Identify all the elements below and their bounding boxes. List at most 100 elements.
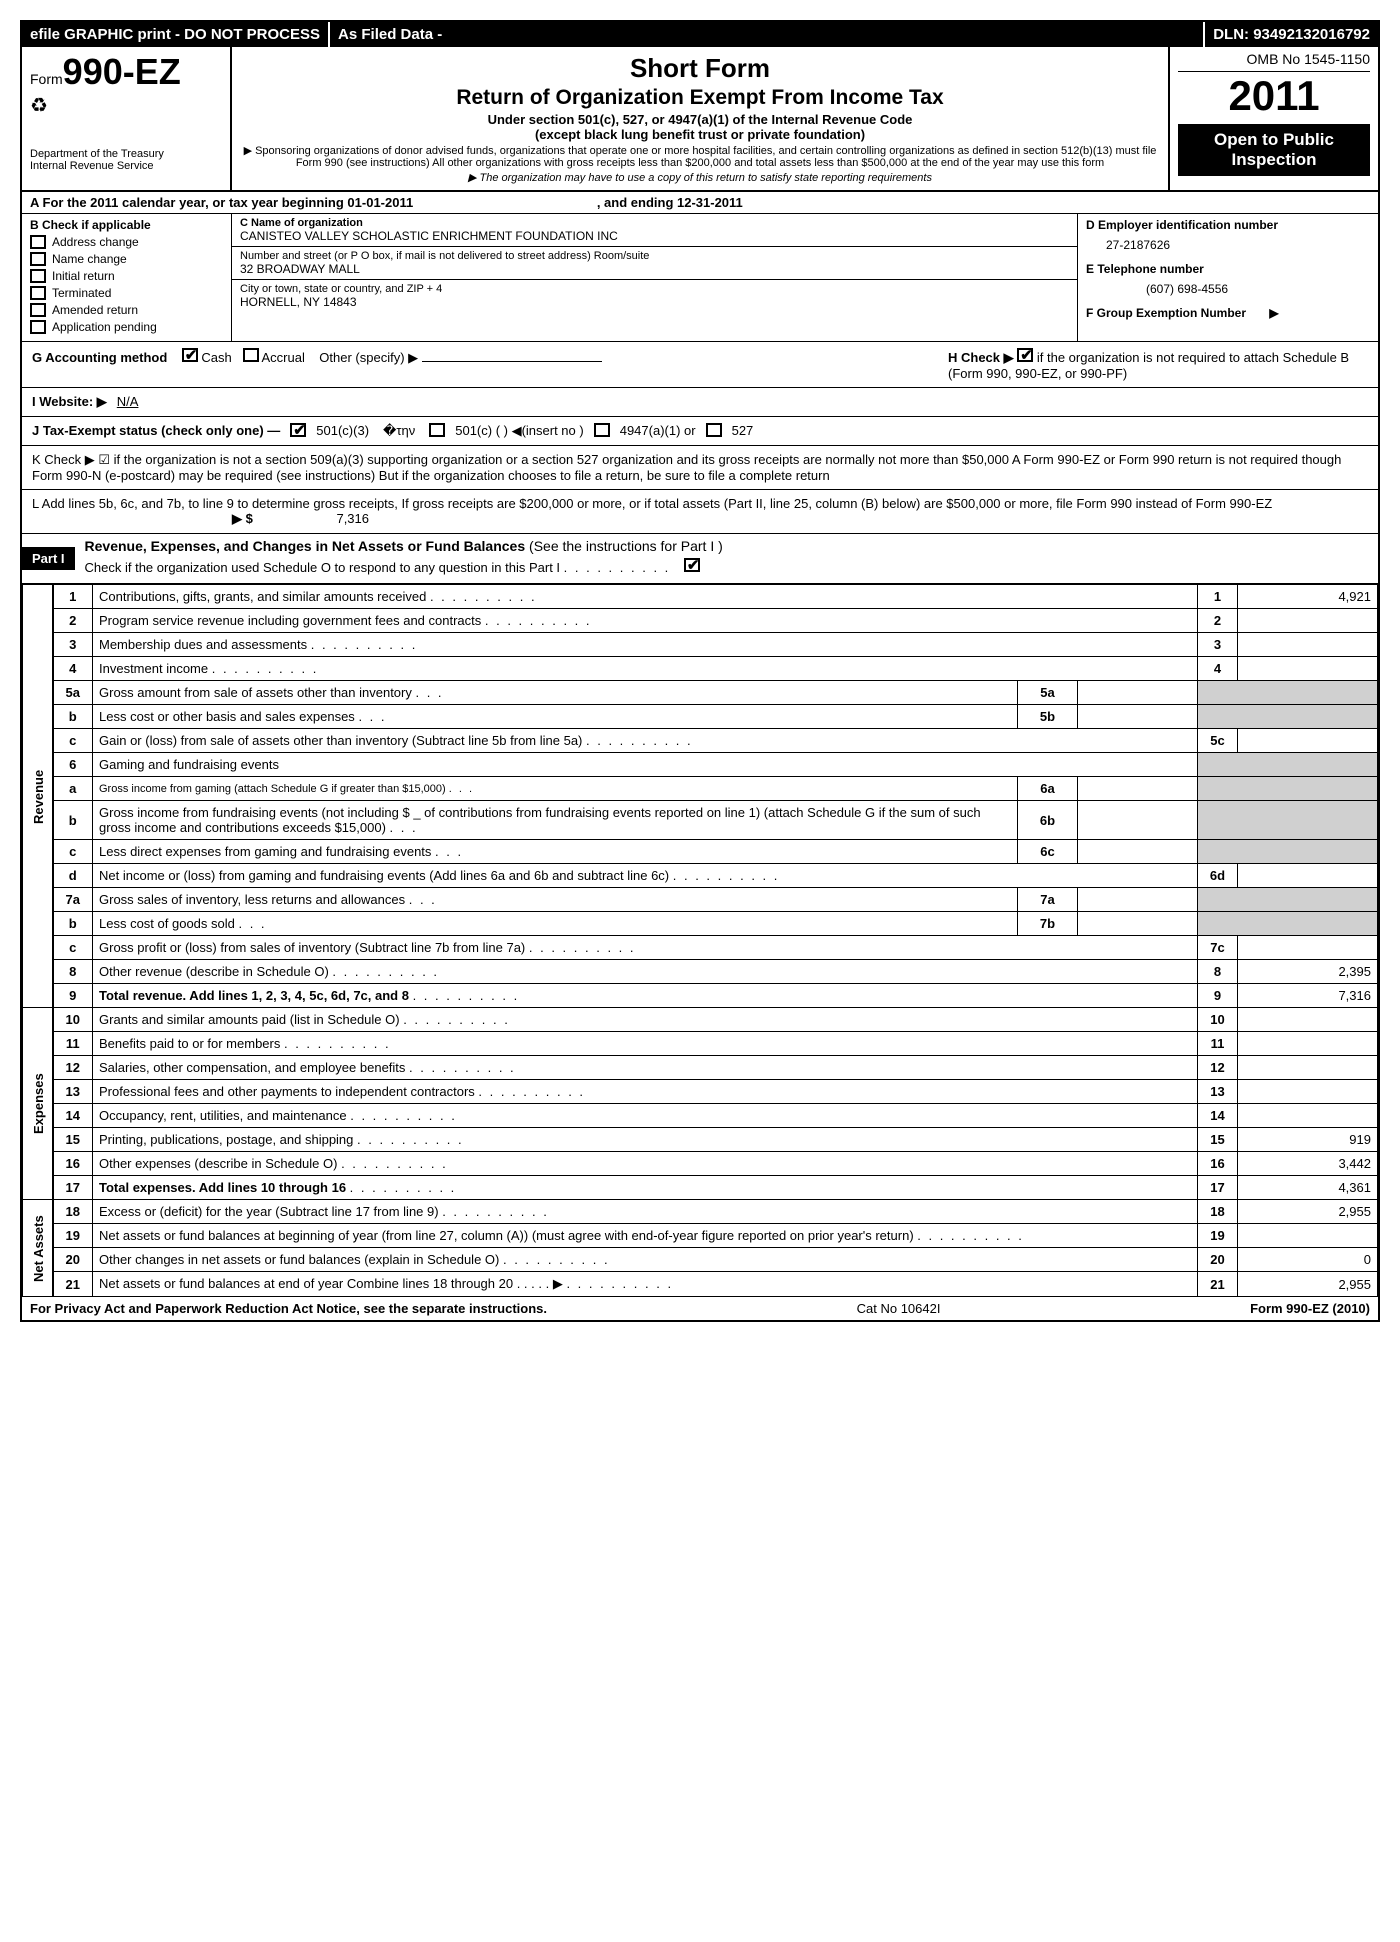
table-row: bGross income from fundraising events (n… — [23, 801, 1378, 840]
table-row: bLess cost or other basis and sales expe… — [23, 705, 1378, 729]
checkbox[interactable] — [30, 303, 46, 317]
501c-label: 501(c) ( ) ◀(insert no ) — [455, 423, 583, 439]
efile-notice: efile GRAPHIC print - DO NOT PROCESS — [22, 22, 328, 47]
line-number: 9 — [53, 984, 93, 1008]
line-number: 6 — [53, 753, 93, 777]
header-center: Short Form Return of Organization Exempt… — [232, 47, 1168, 190]
row-j: J Tax-Exempt status (check only one) — 5… — [22, 417, 1378, 446]
right-line-number: 6d — [1198, 864, 1238, 888]
tax-year-begin: A For the 2011 calendar year, or tax yea… — [30, 195, 413, 210]
right-line-number: 9 — [1198, 984, 1238, 1008]
line-number: 10 — [53, 1008, 93, 1032]
checkbox[interactable] — [30, 320, 46, 334]
schedule-o-checkbox[interactable] — [684, 558, 700, 572]
right-line-number: 19 — [1198, 1224, 1238, 1248]
sub-line-value — [1078, 705, 1198, 729]
sub-line-number: 5b — [1018, 705, 1078, 729]
row-i: I Website: ▶ N/A — [22, 388, 1378, 417]
line-number: 13 — [53, 1080, 93, 1104]
line-amount: 3,442 — [1238, 1152, 1378, 1176]
line-desc: Net assets or fund balances at beginning… — [93, 1224, 1198, 1248]
527-checkbox[interactable] — [706, 423, 722, 437]
line-amount: 2,395 — [1238, 960, 1378, 984]
col-b-item: Address change — [30, 235, 223, 249]
schedule-o-text: Check if the organization used Schedule … — [85, 560, 561, 575]
right-line-number: 17 — [1198, 1176, 1238, 1200]
line-number: 1 — [53, 585, 93, 609]
other-specify-line[interactable] — [422, 361, 602, 362]
irs-label: Internal Revenue Service — [30, 160, 222, 172]
header-left: Form990-EZ ♻ Department of the Treasury … — [22, 47, 232, 190]
checkbox-label: Amended return — [52, 303, 138, 317]
row-l: L Add lines 5b, 6c, and 7b, to line 9 to… — [22, 490, 1378, 534]
line-number: 20 — [53, 1248, 93, 1272]
right-line-number: 4 — [1198, 657, 1238, 681]
4947-checkbox[interactable] — [594, 423, 610, 437]
section-label-expenses: Expenses — [23, 1008, 53, 1200]
line-desc: Less direct expenses from gaming and fun… — [93, 840, 1018, 864]
checkbox[interactable] — [30, 235, 46, 249]
table-row: 5aGross amount from sale of assets other… — [23, 681, 1378, 705]
right-line-number: 7c — [1198, 936, 1238, 960]
line-number: 2 — [53, 609, 93, 633]
line-number: 11 — [53, 1032, 93, 1056]
table-row: cLess direct expenses from gaming and fu… — [23, 840, 1378, 864]
line-desc: Contributions, gifts, grants, and simila… — [93, 585, 1198, 609]
h-checkbox[interactable] — [1017, 348, 1033, 362]
sub-line-value — [1078, 777, 1198, 801]
line-desc: Program service revenue including govern… — [93, 609, 1198, 633]
dept-treasury: Department of the Treasury — [30, 148, 222, 160]
table-row: cGross profit or (loss) from sales of in… — [23, 936, 1378, 960]
right-line-number: 3 — [1198, 633, 1238, 657]
sub-line-value — [1078, 801, 1198, 840]
line-desc: Gross profit or (loss) from sales of inv… — [93, 936, 1198, 960]
501c-checkbox[interactable] — [429, 423, 445, 437]
form-ref: Form 990-EZ (2010) — [1250, 1301, 1370, 1316]
line-amount: 7,316 — [1238, 984, 1378, 1008]
org-name-cell: C Name of organization CANISTEO VALLEY S… — [232, 214, 1077, 247]
line-number: 3 — [53, 633, 93, 657]
table-row: 4Investment income 4 — [23, 657, 1378, 681]
column-b: B Check if applicable Address changeName… — [22, 214, 232, 341]
checkbox[interactable] — [30, 269, 46, 283]
line-number: b — [53, 912, 93, 936]
checkbox-label: Address change — [52, 235, 139, 249]
line-desc: Total expenses. Add lines 10 through 16 — [93, 1176, 1198, 1200]
sub-line-number: 7a — [1018, 888, 1078, 912]
line-desc: Professional fees and other payments to … — [93, 1080, 1198, 1104]
form-number: Form990-EZ — [30, 51, 222, 93]
line-desc: Other expenses (describe in Schedule O) — [93, 1152, 1198, 1176]
501c3-checkbox[interactable] — [290, 423, 306, 437]
accrual-checkbox[interactable] — [243, 348, 259, 362]
col-b-item: Terminated — [30, 286, 223, 300]
line-amount — [1238, 1080, 1378, 1104]
section-a: A For the 2011 calendar year, or tax yea… — [22, 192, 1378, 214]
fine-print-2: ▶ The organization may have to use a cop… — [240, 171, 1160, 184]
right-line-number: 5c — [1198, 729, 1238, 753]
col-b-item: Initial return — [30, 269, 223, 283]
line-amount — [1238, 1104, 1378, 1128]
line-number: 15 — [53, 1128, 93, 1152]
line-desc: Net income or (loss) from gaming and fun… — [93, 864, 1198, 888]
website-label: I Website: ▶ — [32, 394, 107, 410]
part1-title: Revenue, Expenses, and Changes in Net As… — [75, 534, 1378, 583]
privacy-notice: For Privacy Act and Paperwork Reduction … — [30, 1301, 547, 1316]
group-exemption: F Group Exemption Number ▶ — [1086, 306, 1370, 320]
tel-value: (607) 698-4556 — [1146, 282, 1370, 296]
right-line-number: 12 — [1198, 1056, 1238, 1080]
line-number: 12 — [53, 1056, 93, 1080]
line-desc: Less cost of goods sold — [93, 912, 1018, 936]
sub-line-value — [1078, 681, 1198, 705]
right-line-number: 16 — [1198, 1152, 1238, 1176]
line-amount: 2,955 — [1238, 1200, 1378, 1224]
section-bcd: B Check if applicable Address changeName… — [22, 214, 1378, 342]
line-desc: Membership dues and assessments — [93, 633, 1198, 657]
right-line-number: 11 — [1198, 1032, 1238, 1056]
line-desc: Excess or (deficit) for the year (Subtra… — [93, 1200, 1198, 1224]
line-desc: Net assets or fund balances at end of ye… — [93, 1272, 1198, 1297]
line-number: 7a — [53, 888, 93, 912]
checkbox[interactable] — [30, 286, 46, 300]
line-amount: 4,921 — [1238, 585, 1378, 609]
cash-checkbox[interactable] — [182, 348, 198, 362]
checkbox[interactable] — [30, 252, 46, 266]
